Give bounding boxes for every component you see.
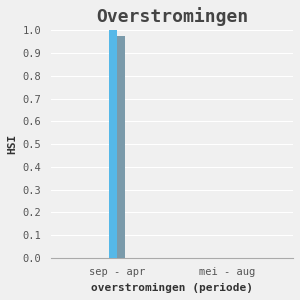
X-axis label: overstromingen (periode): overstromingen (periode) xyxy=(91,283,253,293)
Bar xyxy=(109,30,117,258)
Bar xyxy=(117,36,125,258)
Title: Overstromingen: Overstromingen xyxy=(96,7,248,26)
Y-axis label: HSI: HSI xyxy=(7,134,17,154)
